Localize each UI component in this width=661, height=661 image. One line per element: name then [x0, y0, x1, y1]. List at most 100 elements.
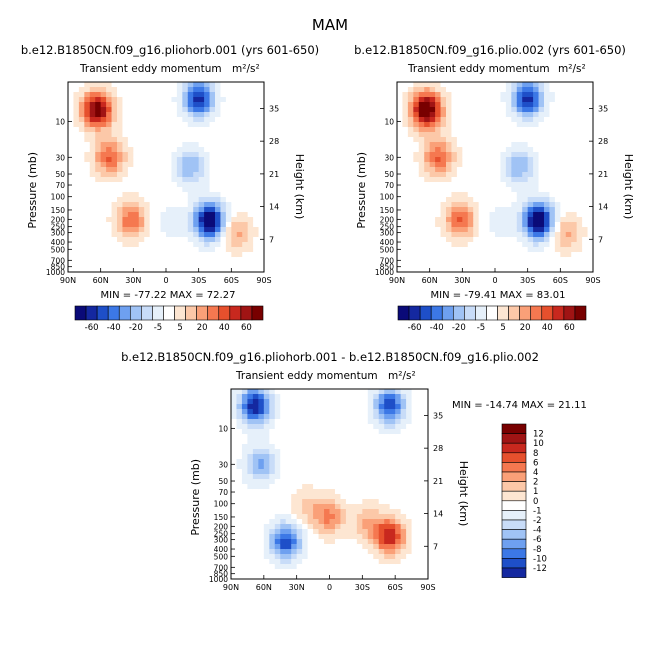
field-cell: [307, 389, 314, 395]
field-cell: [446, 142, 452, 148]
field-cell: [269, 414, 276, 420]
field-cell: [478, 107, 485, 113]
field-cell: [89, 147, 96, 153]
field-cell: [155, 227, 161, 233]
field-cell: [247, 197, 254, 203]
field-cell: [362, 439, 369, 445]
field-cell: [587, 122, 594, 128]
field-cell: [340, 469, 347, 475]
field-cell: [467, 87, 474, 93]
field-cell: [258, 237, 265, 243]
field-cell: [247, 237, 254, 243]
field-cell: [378, 439, 385, 445]
field-cell: [549, 267, 556, 273]
field-cell: [302, 494, 309, 500]
field-cell: [263, 529, 270, 535]
field-cell: [215, 187, 221, 193]
x-tick-label: 30N: [454, 276, 470, 285]
field-cell: [106, 132, 112, 138]
field-cell: [351, 569, 358, 575]
field-cell: [544, 177, 550, 183]
field-cell: [446, 157, 452, 163]
field-cell: [516, 87, 523, 93]
field-cell: [402, 102, 409, 108]
field-cell: [406, 539, 412, 545]
field-cell: [198, 107, 205, 113]
field-cell: [215, 132, 221, 138]
field-cell: [247, 414, 254, 420]
field-cell: [484, 252, 490, 258]
y-tick-label: 300: [214, 536, 229, 545]
field-cell: [516, 162, 523, 168]
field-cell: [100, 232, 107, 238]
field-cell: [407, 147, 414, 153]
field-cell: [527, 157, 534, 163]
field-cell: [544, 212, 550, 218]
field-cell: [122, 232, 129, 238]
field-cell: [313, 429, 319, 435]
field-cell: [242, 177, 249, 183]
field-cell: [100, 127, 107, 133]
field-cell: [160, 187, 167, 193]
field-cell: [263, 414, 270, 420]
field-cell: [302, 524, 309, 530]
field-cell: [402, 257, 409, 263]
field-cell: [241, 494, 248, 500]
field-cell: [144, 167, 151, 173]
field-cell: [182, 262, 189, 268]
field-cell: [478, 252, 485, 258]
y2-tick-label: 21: [269, 170, 279, 179]
field-cell: [122, 242, 129, 248]
field-cell: [78, 227, 85, 233]
field-cell: [495, 192, 501, 198]
field-cell: [429, 187, 436, 193]
field-cell: [533, 107, 539, 113]
field-cell: [155, 152, 161, 158]
field-cell: [516, 152, 523, 158]
x-tick-label: 60S: [553, 276, 568, 285]
field-cell: [424, 92, 431, 98]
field-cell: [242, 147, 249, 153]
field-cell: [560, 187, 567, 193]
field-cell: [565, 142, 572, 148]
colorbar-label: -4: [533, 526, 541, 536]
colorbar-label: -20: [452, 323, 466, 333]
field-cell: [329, 559, 336, 565]
field-cell: [576, 132, 583, 138]
field-cell: [395, 519, 402, 525]
field-cell: [231, 504, 237, 510]
field-cell: [560, 252, 567, 258]
field-cell: [241, 514, 248, 520]
field-cell: [247, 509, 254, 515]
field-cell: [187, 122, 194, 128]
field-cell: [351, 464, 358, 470]
field-cell: [571, 107, 578, 113]
field-cell: [280, 419, 287, 425]
field-cell: [302, 569, 309, 575]
field-cell: [522, 147, 529, 153]
field-cell: [440, 177, 447, 183]
field-cell: [334, 529, 341, 535]
field-cell: [215, 177, 221, 183]
field-cell: [527, 122, 534, 128]
field-cell: [489, 102, 496, 108]
field-cell: [187, 82, 194, 88]
field-cell: [106, 187, 112, 193]
field-cell: [389, 504, 396, 510]
field-cell: [252, 409, 259, 415]
field-cell: [291, 509, 298, 515]
field-cell: [176, 87, 183, 93]
field-cell: [467, 172, 474, 178]
field-cell: [225, 212, 232, 218]
field-cell: [247, 534, 254, 540]
field-cell: [407, 267, 414, 273]
field-cell: [446, 127, 452, 133]
field-cell: [166, 242, 172, 248]
field-cell: [253, 187, 259, 193]
field-cell: [527, 177, 534, 183]
field-cell: [522, 267, 529, 273]
field-cell: [127, 217, 134, 223]
field-cell: [241, 409, 248, 415]
field-cell: [511, 207, 518, 213]
field-cell: [187, 107, 194, 113]
